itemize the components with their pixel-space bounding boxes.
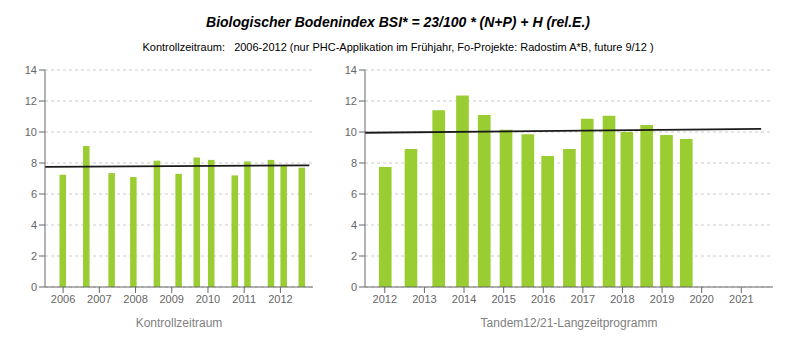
svg-text:2014: 2014	[452, 293, 476, 305]
svg-text:14: 14	[345, 64, 357, 76]
html-text:Kontrollzeitraum: 2006-2012 (n: Kontrollzeitraum: 2006-2012 (nur PHC-App…	[142, 41, 654, 53]
svg-text:2: 2	[351, 250, 357, 262]
svg-text:12: 12	[345, 95, 357, 107]
svg-text:4: 4	[31, 219, 37, 231]
svg-text:2016: 2016	[531, 293, 555, 305]
svg-text:12: 12	[25, 95, 37, 107]
svg-text:2012: 2012	[268, 293, 292, 305]
svg-text:2009: 2009	[160, 293, 184, 305]
svg-text:2018: 2018	[610, 293, 634, 305]
svg-text:Kontrollzeitraum: Kontrollzeitraum	[136, 316, 223, 330]
svg-text:10: 10	[345, 126, 357, 138]
html-text:Biologischer Bodenindex BSI* =: Biologischer Bodenindex BSI* = 23/100 * …	[206, 14, 590, 30]
svg-text:6: 6	[351, 188, 357, 200]
svg-text:2013: 2013	[412, 293, 436, 305]
svg-text:0: 0	[31, 281, 37, 293]
svg-text:2019: 2019	[650, 293, 674, 305]
svg-text:10: 10	[25, 126, 37, 138]
svg-text:4: 4	[351, 219, 357, 231]
svg-text:8: 8	[31, 157, 37, 169]
svg-text:2012: 2012	[373, 293, 397, 305]
svg-text:2011: 2011	[232, 293, 256, 305]
svg-text:2010: 2010	[196, 293, 220, 305]
svg-text:8: 8	[351, 157, 357, 169]
svg-text:6: 6	[31, 188, 37, 200]
svg-text:2015: 2015	[491, 293, 515, 305]
svg-text:0: 0	[351, 281, 357, 293]
svg-text:2020: 2020	[689, 293, 713, 305]
svg-text:2017: 2017	[571, 293, 595, 305]
svg-text:2007: 2007	[87, 293, 111, 305]
svg-text:2: 2	[31, 250, 37, 262]
svg-text:14: 14	[25, 64, 37, 76]
svg-text:2021: 2021	[729, 293, 753, 305]
svg-text:2008: 2008	[123, 293, 147, 305]
svg-text:2006: 2006	[51, 293, 75, 305]
svg-text:Tandem12/21-Langzeitprogramm: Tandem12/21-Langzeitprogramm	[481, 316, 658, 330]
